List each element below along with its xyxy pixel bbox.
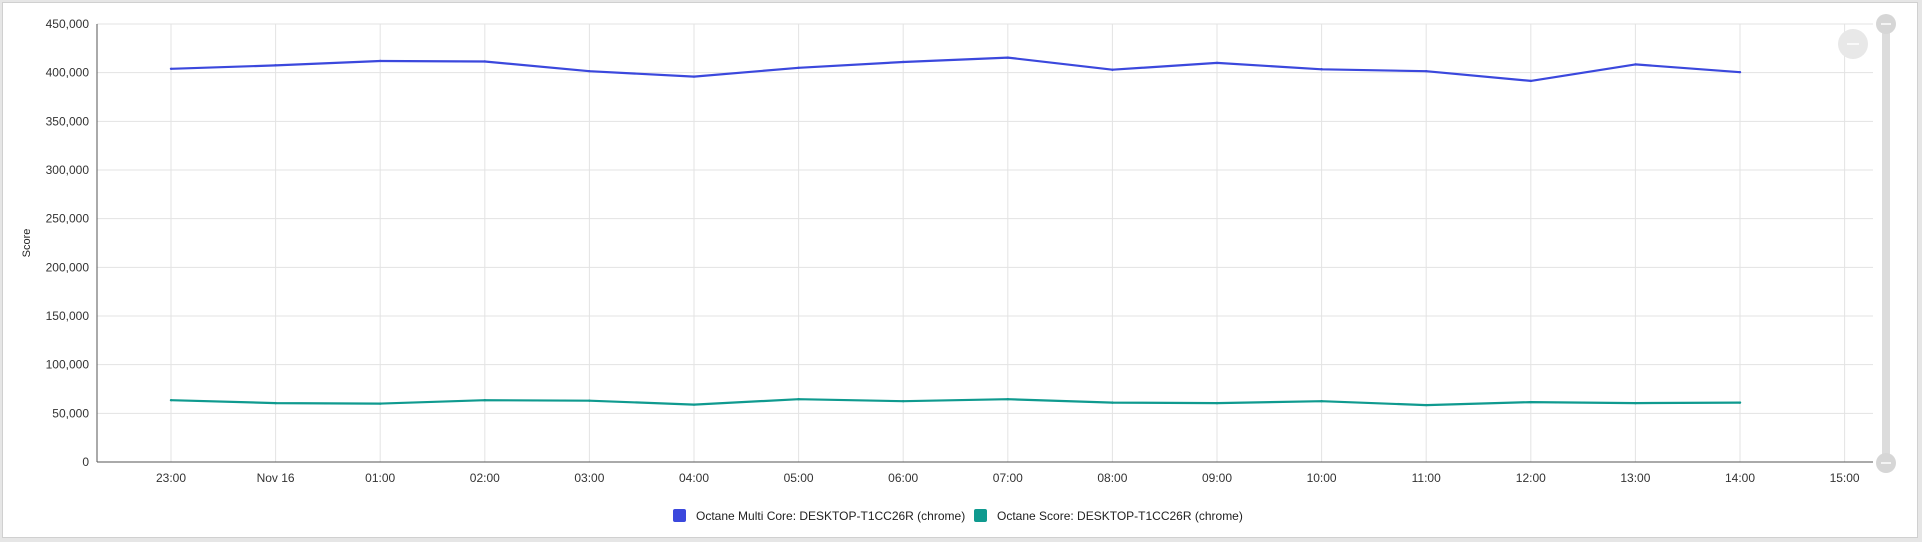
- series-2-point: [1006, 398, 1009, 401]
- zoom-out-button[interactable]: [1838, 29, 1868, 59]
- series-1-point: [274, 64, 277, 67]
- x-tick-label: 02:00: [470, 471, 500, 485]
- series-1-point: [1425, 70, 1428, 73]
- chart-legend: Octane Multi Core: DESKTOP-T1CC26R (chro…: [673, 509, 1243, 523]
- range-slider-bottom-handle[interactable]: [1876, 453, 1896, 473]
- x-tick-label: 04:00: [679, 471, 709, 485]
- series-2-point: [1215, 401, 1219, 405]
- chart-series: [169, 56, 1742, 407]
- y-axis-title: Score: [21, 229, 33, 258]
- x-axis-ticks: 23:00 Nov 16 01:00 02:00 03:00 04:00 05:00 06:0…: [156, 471, 1860, 485]
- x-tick-label: 05:00: [784, 471, 814, 485]
- chart-grid: [97, 23, 1873, 463]
- x-tick-label: 23:00: [156, 471, 186, 485]
- series-2-point: [1111, 401, 1114, 404]
- line-chart: 0 50,000 100,000 150,000 200,000 250,000 300,0…: [21, 14, 1896, 523]
- series-1-point: [1634, 63, 1637, 66]
- y-tick-label: 400,000: [46, 66, 90, 80]
- series-1-point: [379, 59, 382, 63]
- series-2-point: [169, 398, 173, 402]
- range-slider[interactable]: [1876, 14, 1896, 473]
- y-tick-label: 450,000: [46, 17, 90, 31]
- y-tick-label: 50,000: [52, 406, 89, 420]
- series-2-point: [379, 402, 382, 405]
- x-tick-label: 08:00: [1097, 471, 1127, 485]
- x-tick-label: 06:00: [888, 471, 918, 485]
- y-tick-label: 0: [82, 455, 89, 469]
- y-tick-label: 350,000: [46, 114, 90, 128]
- x-tick-label: 07:00: [993, 471, 1023, 485]
- series-1-point: [1215, 61, 1219, 65]
- series-1-point: [483, 60, 486, 63]
- legend-label: Octane Score: DESKTOP-T1CC26R (chrome): [997, 509, 1243, 523]
- series-line-1: [170, 56, 1741, 83]
- series-2-point: [692, 403, 696, 406]
- y-axis-ticks: 0 50,000 100,000 150,000 200,000 250,000 300,0…: [46, 17, 90, 469]
- series-1-point: [1529, 79, 1533, 83]
- x-tick-label: Nov 16: [257, 471, 295, 485]
- series-1-point: [1111, 68, 1114, 71]
- y-tick-label: 200,000: [46, 260, 90, 274]
- series-2-point: [902, 399, 905, 403]
- y-tick-label: 250,000: [46, 212, 90, 226]
- legend-item-1[interactable]: Octane Multi Core: DESKTOP-T1CC26R (chro…: [673, 509, 965, 523]
- legend-label: Octane Multi Core: DESKTOP-T1CC26R (chro…: [696, 509, 965, 523]
- legend-swatch: [673, 509, 686, 522]
- y-tick-label: 100,000: [46, 358, 90, 372]
- series-line-2: [170, 398, 1741, 407]
- series-2-point: [797, 398, 800, 401]
- x-tick-label: 14:00: [1725, 471, 1755, 485]
- series-1-point: [1006, 56, 1009, 59]
- y-tick-label: 300,000: [46, 163, 90, 177]
- series-2-point: [1425, 403, 1428, 407]
- range-slider-top-handle[interactable]: [1876, 14, 1896, 34]
- legend-item-2[interactable]: Octane Score: DESKTOP-T1CC26R (chrome): [974, 509, 1243, 523]
- x-tick-label: 12:00: [1516, 471, 1546, 485]
- x-tick-label: 10:00: [1307, 471, 1337, 485]
- x-tick-label: 11:00: [1412, 471, 1441, 485]
- chart-axes: [96, 24, 1873, 463]
- series-1-point: [1738, 70, 1742, 74]
- series-1-point: [169, 67, 173, 70]
- x-tick-label: 15:00: [1830, 471, 1860, 485]
- series-2-point: [1738, 401, 1742, 404]
- series-1-point: [797, 66, 800, 69]
- series-2-point: [1529, 400, 1533, 404]
- series-2-point: [588, 399, 591, 402]
- range-slider-track[interactable]: [1882, 19, 1890, 467]
- series-2-point: [483, 398, 486, 402]
- series-2-point: [274, 401, 277, 405]
- x-tick-label: 13:00: [1620, 471, 1650, 485]
- x-tick-label: 01:00: [365, 471, 395, 485]
- series-2-point: [1634, 401, 1637, 405]
- x-tick-label: 03:00: [574, 471, 604, 485]
- series-1-point: [902, 60, 905, 64]
- legend-swatch: [974, 509, 987, 522]
- series-2-point: [1320, 399, 1323, 403]
- series-1-point: [692, 75, 696, 78]
- x-tick-label: 09:00: [1202, 471, 1232, 485]
- y-tick-label: 150,000: [46, 309, 90, 323]
- series-1-point: [1320, 68, 1323, 71]
- series-1-point: [588, 70, 591, 73]
